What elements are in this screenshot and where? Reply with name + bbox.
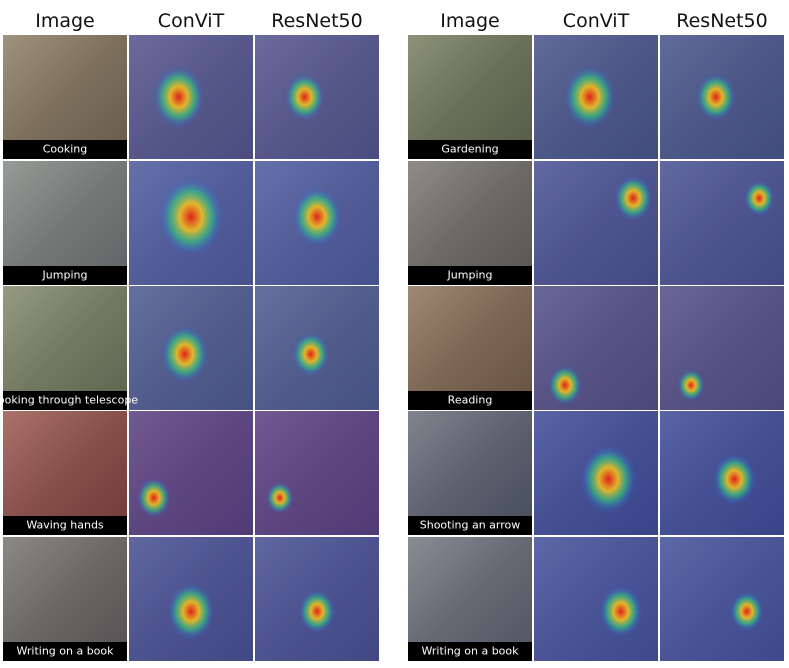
label-band [3, 266, 127, 285]
label-band [3, 140, 127, 159]
label-band [408, 642, 532, 661]
label-band [3, 391, 127, 410]
photo-tint [255, 411, 379, 535]
label-band [3, 642, 127, 661]
attention-overlay [660, 537, 784, 661]
column-header: Image [440, 10, 500, 32]
row-label: Gardening [441, 143, 498, 156]
attention-blob [292, 187, 342, 247]
panels: Image ConViT ResNet50 Cooking Jumping Looking… [0, 10, 784, 661]
attention-blob [266, 482, 294, 514]
photo-tint [3, 411, 127, 535]
attention-blob [167, 583, 215, 640]
photo-tint [408, 35, 532, 159]
row-label: Shooting an arrow [420, 519, 521, 532]
photo-tint [660, 537, 784, 661]
row-label: Waving hands [26, 519, 104, 532]
photo-tint [3, 286, 127, 410]
attention-blob [284, 73, 325, 121]
photo-tint [408, 161, 532, 285]
row-label: Writing on a book [421, 645, 519, 658]
attention-blob [564, 65, 616, 129]
attention-blob [677, 369, 705, 402]
row-label: Cooking [43, 143, 88, 156]
attention-blob [298, 589, 336, 634]
label-band [408, 516, 532, 535]
attention-blob [161, 325, 209, 383]
column-header: ConViT [563, 10, 630, 32]
attention-blob [599, 585, 643, 638]
attention-blob [743, 180, 775, 216]
attention-blob [136, 477, 171, 518]
attention-blob [695, 73, 736, 121]
attention-blob [158, 177, 224, 257]
attention-blob [292, 332, 330, 376]
photo-tint [3, 35, 127, 159]
attention-overlay [660, 161, 784, 285]
row-label: Jumping [447, 269, 493, 282]
attention-overlay [255, 411, 379, 535]
panel: Image ConViT ResNet50 Gardening Jumping Readi… [408, 10, 784, 661]
photo-tint [408, 286, 532, 410]
row-label: Jumping [42, 269, 88, 282]
label-band [408, 266, 532, 285]
label-band [408, 391, 532, 410]
photo-tint [3, 161, 127, 285]
panel: Image ConViT ResNet50 Cooking Jumping Looking… [0, 10, 379, 661]
row-label: Writing on a book [16, 645, 114, 658]
column-header: ResNet50 [271, 10, 362, 32]
row-label: Looking through telescope [0, 394, 138, 407]
attention-blob [713, 453, 756, 505]
attention-blob [152, 65, 205, 129]
attention-blob [548, 365, 582, 406]
photo-tint [3, 537, 127, 661]
photo-tint [408, 411, 532, 535]
attention-blob [580, 445, 637, 514]
photo-tint [408, 537, 532, 661]
column-header: ConViT [158, 10, 225, 32]
label-band [3, 516, 127, 535]
column-header: ResNet50 [676, 10, 767, 32]
attention-blob [730, 591, 764, 632]
label-band [408, 140, 532, 159]
column-header: Image [35, 10, 95, 32]
attention-blob [614, 175, 653, 221]
row-label: Reading [448, 394, 493, 407]
